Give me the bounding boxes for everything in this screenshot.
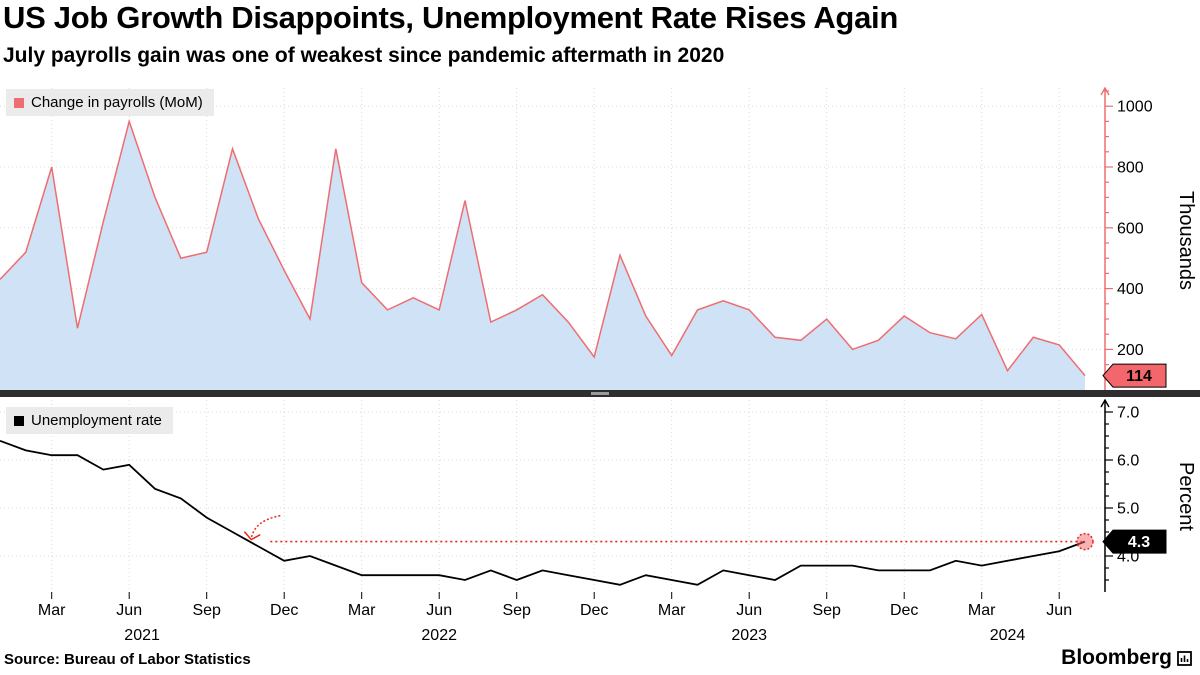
legend-unemployment-label: Unemployment rate xyxy=(31,412,162,429)
x-tick-label: Mar xyxy=(968,602,996,619)
x-year-label: 2022 xyxy=(421,627,457,644)
x-year-label: 2021 xyxy=(124,627,160,644)
unemployment-swatch-icon xyxy=(14,415,24,426)
end-point-highlight xyxy=(1076,532,1094,551)
unemployment-last-value-badge xyxy=(1102,529,1167,554)
source-credit: Source: Bureau of Labor Statistics xyxy=(4,651,251,668)
payrolls-swatch-icon xyxy=(14,97,24,108)
x-tick-label: Dec xyxy=(890,602,918,619)
legend-unemployment: Unemployment rate xyxy=(6,407,173,434)
y-axis-title-thousands: Thousands xyxy=(1175,190,1197,290)
chart-title: US Job Growth Disappoints, Unemployment … xyxy=(3,0,898,35)
unemployment-y-tick-label: 7.0 xyxy=(1117,405,1139,422)
axis-arrow-icon xyxy=(1100,398,1110,408)
x-tick-label: Jun xyxy=(116,602,142,619)
bloomberg-wordmark: Bloomberg xyxy=(1061,646,1172,669)
legend-payrolls: Change in payrolls (MoM) xyxy=(6,89,214,116)
payrolls-last-value-badge-label: 114 xyxy=(1126,368,1152,385)
x-year-label: 2024 xyxy=(990,627,1026,644)
bloomberg-chart-icon xyxy=(1177,650,1192,666)
y-axis-title-percent: Percent xyxy=(1175,461,1197,531)
legend-payrolls-label: Change in payrolls (MoM) xyxy=(31,94,203,111)
unemployment-y-tick-label: 5.0 xyxy=(1117,501,1139,518)
payrolls-y-tick-label: 800 xyxy=(1117,160,1144,177)
unemployment-last-value-badge-label: 4.3 xyxy=(1128,534,1150,551)
x-year-label: 2023 xyxy=(731,627,767,644)
x-tick-label: Dec xyxy=(270,602,298,619)
x-tick-label: Jun xyxy=(736,602,762,619)
x-tick-label: Dec xyxy=(580,602,608,619)
x-tick-label: Mar xyxy=(658,602,686,619)
unemployment-line xyxy=(0,439,1086,586)
annotation-arrowhead-icon xyxy=(243,531,261,541)
unemployment-y-tick-label: 6.0 xyxy=(1117,453,1139,470)
payrolls-y-tick-label: 400 xyxy=(1117,281,1144,298)
x-tick-label: Mar xyxy=(38,602,66,619)
x-tick-label: Sep xyxy=(502,602,531,619)
annotation-arrow xyxy=(250,514,281,539)
payrolls-line xyxy=(0,118,1086,377)
payrolls-y-tick-label: 200 xyxy=(1117,342,1144,359)
bloomberg-logo: Bloomberg xyxy=(1061,646,1192,670)
payrolls-last-value-badge xyxy=(1102,363,1167,388)
payrolls-area xyxy=(0,121,1085,393)
payrolls-y-tick-label: 1000 xyxy=(1117,99,1153,116)
payrolls-y-tick-label: 600 xyxy=(1117,220,1144,237)
x-tick-label: Sep xyxy=(192,602,221,619)
x-tick-label: Jun xyxy=(426,602,452,619)
x-tick-label: Mar xyxy=(348,602,376,619)
x-tick-label: Jun xyxy=(1046,602,1072,619)
chart-subtitle: July payrolls gain was one of weakest si… xyxy=(3,44,725,67)
axis-arrow-icon xyxy=(1100,86,1110,96)
panel-divider[interactable] xyxy=(0,390,1200,397)
x-tick-label: Sep xyxy=(812,602,841,619)
divider-grip-icon[interactable] xyxy=(591,392,609,395)
